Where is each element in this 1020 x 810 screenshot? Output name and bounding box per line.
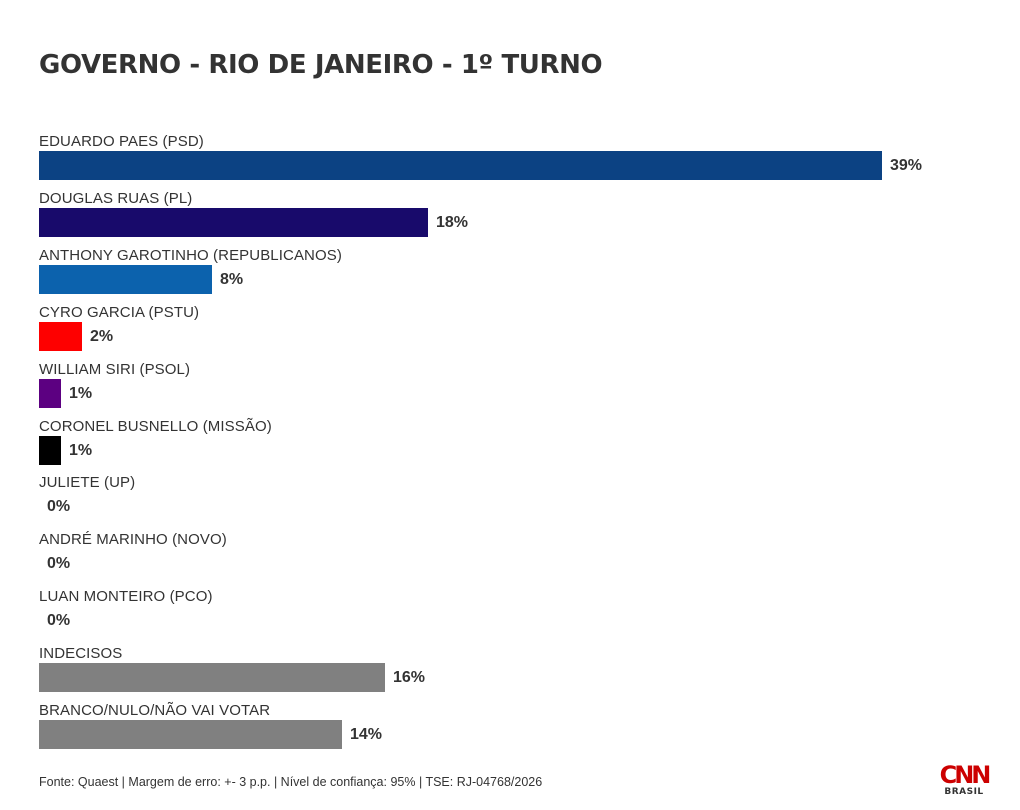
bar — [39, 321, 82, 351]
bar-value-label: 14% — [350, 726, 383, 743]
chart-title: GOVERNO - RIO DE JANEIRO - 1º TURNO — [39, 50, 603, 80]
bar-category-label: WILLIAM SIRI (PSOL) — [39, 360, 191, 378]
bar-row: DOUGLAS RUAS (PL) 18% — [39, 190, 999, 247]
bar-row: INDECISOS 16% — [39, 645, 999, 702]
cnn-brasil-logo: CNN BRASIL — [938, 761, 992, 800]
bar-value-label: 0% — [47, 555, 71, 573]
bar-value-label: 1% — [69, 441, 93, 459]
bar-category-label: EDUARDO PAES (PSD) — [39, 133, 204, 150]
bar-value-label: 39% — [890, 157, 923, 174]
chart-footnote: Fonte: Quaest | Margem de erro: +- 3 p.p… — [39, 775, 543, 789]
bar-category-label: ANDRÉ MARINHO (NOVO) — [39, 531, 227, 549]
bar-value-label: 8% — [220, 270, 244, 288]
bar-row: ANDRÉ MARINHO (NOVO) 0% — [39, 531, 999, 588]
bar — [39, 720, 342, 749]
logo-subtext: BRASIL — [944, 787, 984, 797]
bar — [39, 151, 882, 180]
bar-value-label: 0% — [47, 498, 71, 516]
bar — [39, 378, 61, 408]
bar — [39, 435, 61, 465]
logo-text: CNN — [939, 761, 992, 789]
bar-row: WILLIAM SIRI (PSOL) 1% — [39, 361, 999, 418]
bar — [39, 663, 385, 693]
bar-category-label: DOUGLAS RUAS (PL) — [39, 189, 193, 207]
bar — [39, 264, 212, 294]
bar-row: EDUARDO PAES (PSD) 39% — [39, 133, 999, 190]
bar-row: JULIETE (UP) 0% — [39, 474, 999, 531]
bar-category-label: CYRO GARCIA (PSTU) — [39, 303, 200, 321]
bar-value-label: 2% — [90, 327, 114, 345]
bar-row: BRANCO/NULO/NÃO VAI VOTAR 14% — [39, 702, 999, 759]
bar-category-label: CORONEL BUSNELLO (MISSÃO) — [39, 417, 272, 435]
bar-row: CORONEL BUSNELLO (MISSÃO) 1% — [39, 418, 999, 475]
bar-row: ANTHONY GAROTINHO (REPUBLICANOS) 8% — [39, 247, 999, 304]
bar — [39, 207, 428, 237]
bar-row: CYRO GARCIA (PSTU) 2% — [39, 304, 999, 361]
bar-category-label: JULIETE (UP) — [39, 474, 136, 492]
bar-value-label: 1% — [69, 384, 93, 402]
bar-category-label: LUAN MONTEIRO (PCO) — [39, 588, 213, 606]
bar-value-label: 0% — [47, 612, 71, 630]
bar-row: LUAN MONTEIRO (PCO) 0% — [39, 588, 999, 645]
bar-category-label: INDECISOS — [39, 645, 123, 663]
bar-category-label: BRANCO/NULO/NÃO VAI VOTAR — [39, 702, 271, 719]
bar-value-label: 18% — [436, 213, 469, 231]
bar-value-label: 16% — [393, 669, 426, 687]
bar-category-label: ANTHONY GAROTINHO (REPUBLICANOS) — [39, 246, 342, 264]
